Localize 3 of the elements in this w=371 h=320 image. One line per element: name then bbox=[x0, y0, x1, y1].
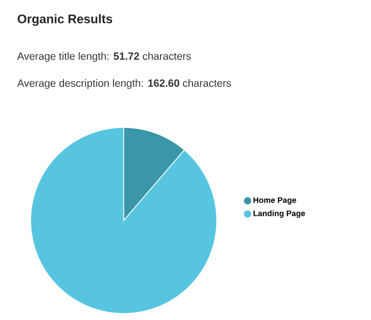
chart-title: Organic Results bbox=[18, 14, 112, 26]
chart-subtitle: Average title length: 51.72 characters bbox=[17, 52, 191, 62]
text: Average description length: 162.60 characters bbox=[17, 79, 231, 89]
